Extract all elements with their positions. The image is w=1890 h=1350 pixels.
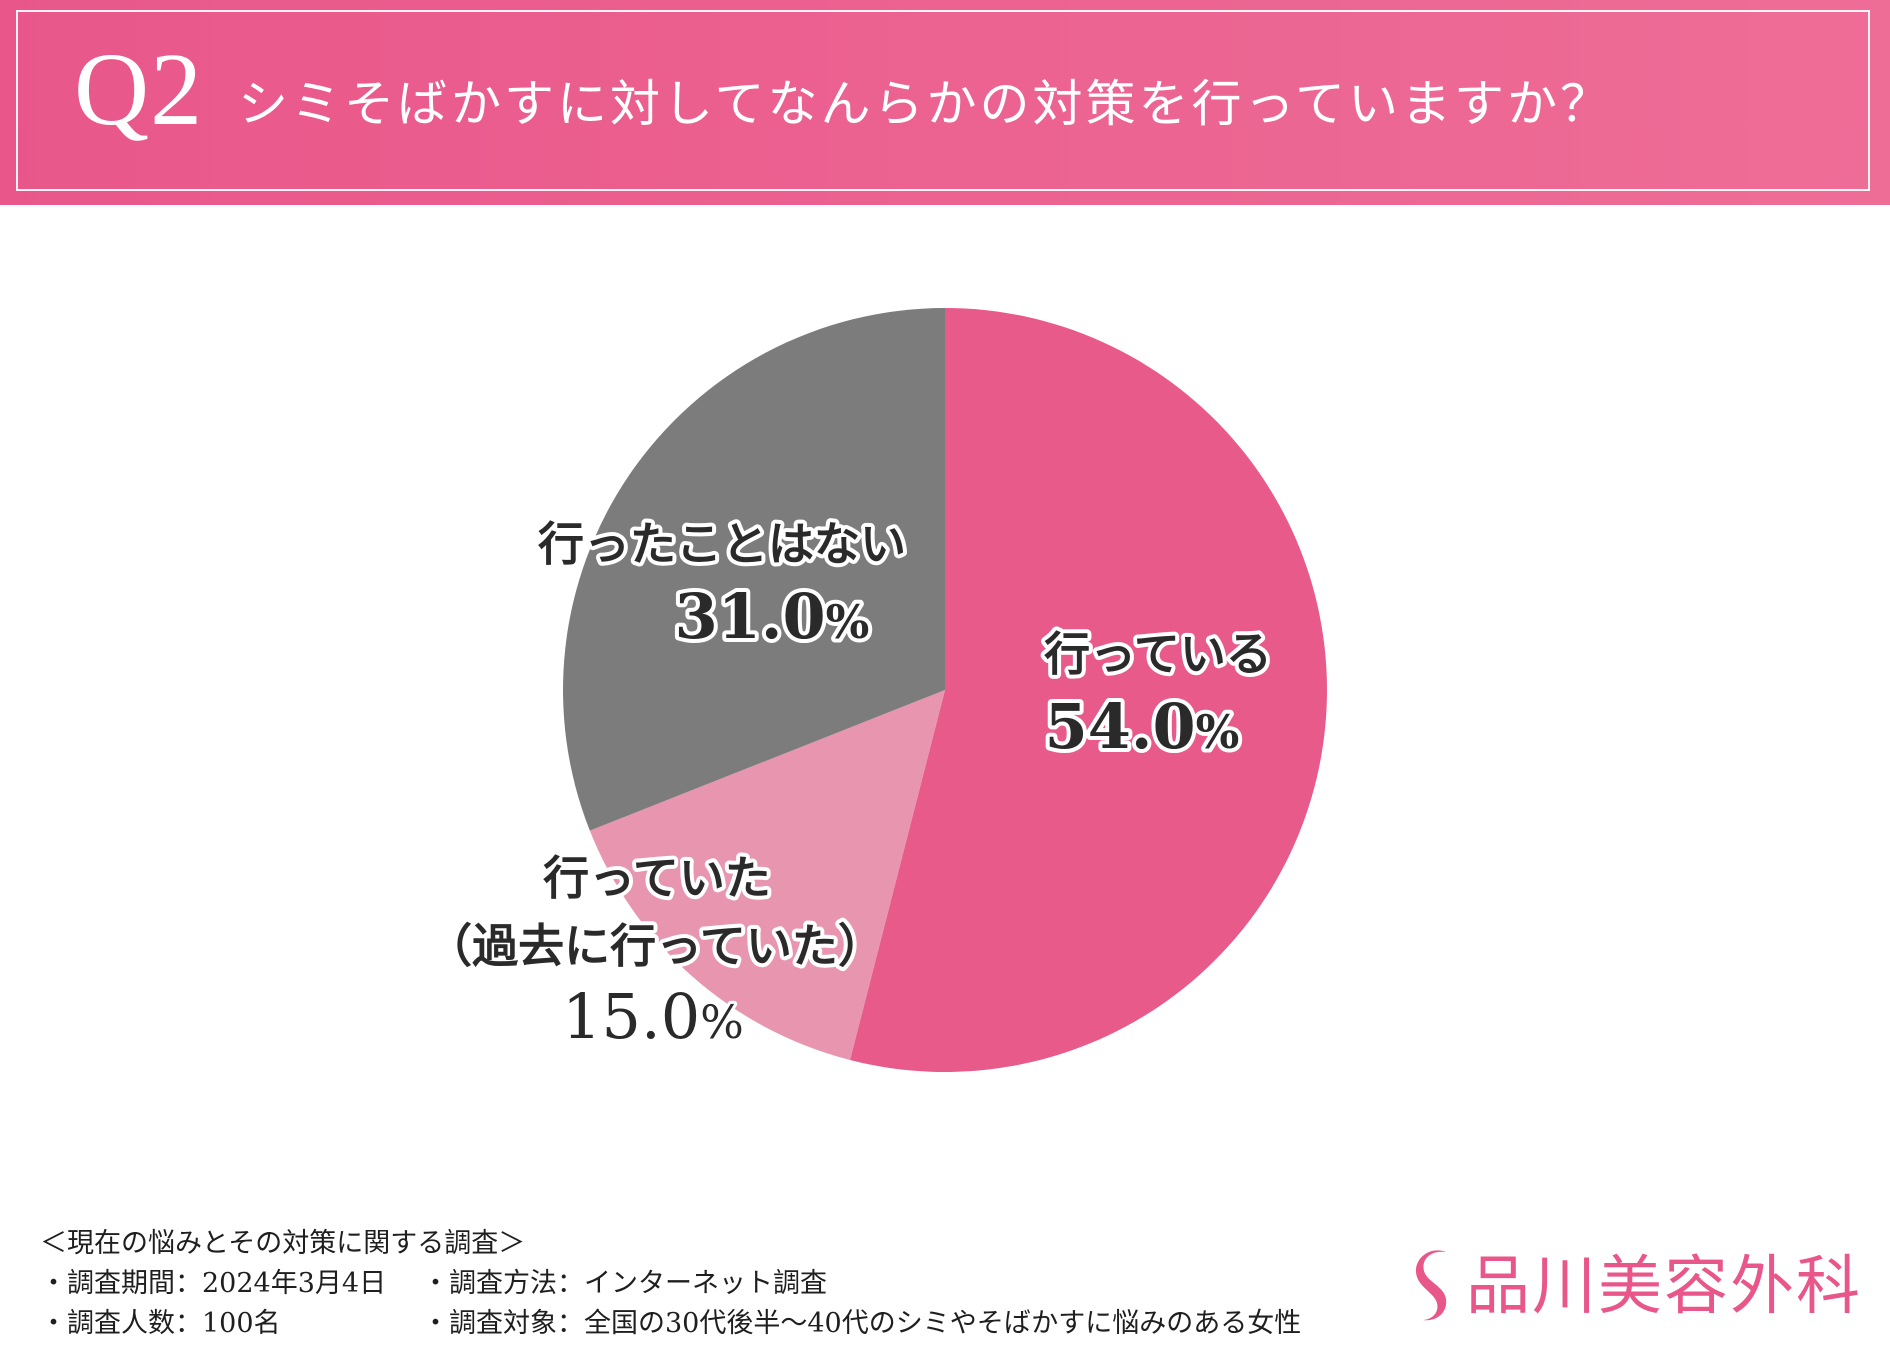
- header-white-frame: [16, 10, 1870, 191]
- survey-row-period-method: ・調査期間：2024年3月4日 ・調査方法：インターネット調査: [40, 1264, 1330, 1304]
- survey-row-respondents-target: ・調査人数：100名 ・調査対象：全国の30代後半〜40代のシミやそばかすに悩み…: [40, 1304, 1330, 1344]
- brand-s-mark-icon: [1415, 1250, 1447, 1321]
- brand-name: 品川美容外科: [1466, 1250, 1862, 1324]
- data-label-never-value: 31.0%: [675, 580, 870, 653]
- survey-target: ・調査対象：全国の30代後半〜40代のシミやそばかすに悩みのある女性: [422, 1308, 1302, 1339]
- survey-period: ・調査期間：2024年3月4日: [40, 1268, 387, 1299]
- data-label-past-percent: %: [700, 995, 744, 1049]
- brand-logo: 品川美容外科: [1412, 1244, 1862, 1330]
- data-label-past-category-line-1: 行っていた: [543, 851, 771, 905]
- question-number: Q2: [74, 32, 204, 147]
- data-label-current-category: 行っている: [1044, 627, 1272, 681]
- data-label-current-number: 54.0: [1045, 690, 1196, 763]
- survey-method: ・調査方法：インターネット調査: [422, 1268, 827, 1299]
- question-text: シミそばかすに対してなんらかの対策を行っていますか？: [238, 75, 1613, 133]
- survey-respondents: ・調査人数：100名: [40, 1308, 281, 1339]
- pie-slice-never: [563, 308, 945, 831]
- pie-slice-past: [589, 690, 945, 1060]
- survey-notes: ＜現在の悩みとその対策に関する調査＞ ・調査期間：2024年3月4日 ・調査方法…: [40, 1224, 1330, 1350]
- data-label-current-value: 54.0%: [1045, 690, 1240, 763]
- pie-slice-current: [850, 308, 1327, 1072]
- data-label-past-value: 15.0%: [562, 980, 744, 1053]
- data-label-never-number: 31.0: [675, 580, 826, 653]
- data-label-never-category: 行ったことはない: [538, 517, 906, 571]
- pie-data-labels: 行っている 54.0% 行っていた （過去に行っていた） 15.0% 行ったこと…: [422, 513, 1276, 1056]
- question-header: Q2 シミそばかすに対してなんらかの対策を行っていますか？: [0, 0, 1890, 205]
- survey-title: ＜現在の悩みとその対策に関する調査＞: [40, 1228, 526, 1259]
- data-label-past-number: 15.0: [562, 980, 700, 1053]
- pie-slices: [563, 308, 1327, 1072]
- data-label-current-percent: %: [1196, 705, 1240, 759]
- data-label-past-category-line-2: （過去に行っていた）: [426, 919, 884, 973]
- data-label-never-percent: %: [826, 595, 870, 649]
